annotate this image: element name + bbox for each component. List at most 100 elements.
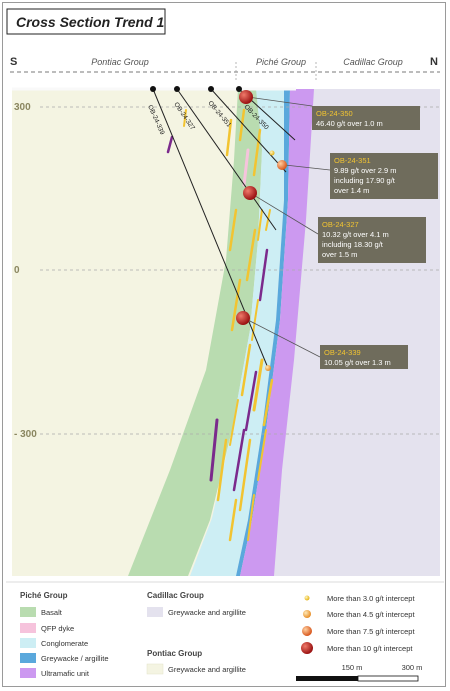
elevation-label-0: 0	[14, 265, 20, 276]
collars	[150, 86, 242, 92]
elevation-label-minus300: - 300	[14, 429, 37, 440]
mineral-streak	[228, 208, 238, 252]
legend-swatch-ultramafic	[20, 668, 36, 678]
mineral-streak	[265, 209, 271, 231]
mineral-streak	[257, 209, 263, 241]
legend-pontiac-title: Pontiac Group	[147, 649, 202, 658]
elevation-grid: 300 0 - 300	[14, 102, 440, 440]
leader-ob-24-339	[245, 318, 321, 358]
legend-intercept-10	[301, 642, 313, 654]
legend-label-intercept-10: More than 10 g/t intercept	[327, 644, 413, 653]
figure-frame	[2, 2, 446, 687]
compass-north: N	[430, 56, 438, 68]
elevation-label-300: 300	[14, 102, 31, 113]
collar-ob-24-350	[236, 86, 242, 92]
mineral-streak	[183, 109, 187, 127]
legend-label-conglomerate: Conglomerate	[41, 639, 88, 648]
legend-intercept-3	[304, 595, 310, 601]
mineral-streak	[238, 108, 246, 142]
leader-ob-24-327	[251, 193, 319, 235]
header-pontiac: Pontiac Group	[91, 57, 149, 67]
dyke-streak	[166, 135, 174, 154]
intercept-ob-24-351	[277, 160, 287, 170]
mineral-streak	[238, 438, 252, 512]
mineral-streak	[252, 358, 264, 412]
mineral-streak	[257, 429, 267, 481]
legend-intercept-7-5	[302, 626, 312, 636]
callout-line: over 1.5 m	[322, 250, 357, 259]
intercepts	[236, 90, 287, 371]
dyke-streak	[258, 248, 269, 302]
mineral-streak	[228, 498, 238, 542]
drillhole-trace-ob-24-351	[210, 88, 287, 173]
scale-label-150: 150 m	[342, 663, 363, 672]
cadillac-greywacke-region	[263, 89, 440, 576]
intercept-minor	[265, 365, 271, 371]
legend-swatch-pontiac	[146, 663, 164, 675]
scale-label-300: 300 m	[402, 663, 423, 672]
callout-line: 46.40 g/t over 1.0 m	[316, 119, 383, 128]
callout-line: 9.89 g/t over 2.9 m	[334, 166, 397, 175]
greywacke-argillite-unit	[236, 89, 290, 576]
header-cadillac: Cadillac Group	[343, 57, 403, 67]
legend-swatch-cadillac	[147, 607, 163, 617]
legend-cadillac-title: Cadillac Group	[147, 591, 204, 600]
qfp-dyke-streak	[242, 148, 250, 187]
legend-label-intercept-7-5: More than 7.5 g/t intercept	[327, 627, 415, 636]
callout-box	[330, 153, 438, 199]
callout-hole: OB-24-350	[316, 109, 353, 118]
legend-label-pontiac: Greywacke and argillite	[168, 665, 246, 674]
dyke-streak	[209, 418, 219, 482]
legend-label-intercept-3: More than 3.0 g/t intercept	[327, 594, 415, 603]
title-box	[6, 8, 166, 35]
intercept-ob-24-350	[239, 90, 253, 104]
legend-label-basalt: Basalt	[41, 608, 63, 617]
leader-ob-24-351	[284, 164, 331, 171]
callout-line: 10.05 g/t over 1.3 m	[324, 358, 391, 367]
legend-swatch-basalt	[20, 607, 36, 617]
callout-ob-24-351: OB-24-351 9.89 g/t over 2.9 m including …	[330, 153, 438, 199]
callout-box	[318, 217, 426, 263]
collar-ob-24-351	[208, 86, 214, 92]
ultramafic-unit	[240, 89, 314, 576]
callout-ob-24-327: OB-24-327 10.32 g/t over 4.1 m including…	[318, 217, 426, 263]
legend-swatch-greywacke-argillite	[20, 653, 36, 663]
callout-line: over 1.4 m	[334, 186, 369, 195]
legend-piche-title: Piché Group	[20, 591, 68, 600]
callout-hole: OB-24-339	[324, 348, 361, 357]
mineral-streak	[216, 438, 228, 502]
mineralized-zones	[166, 108, 274, 542]
scale-bar-light	[357, 675, 419, 682]
mineral-streak	[225, 118, 233, 157]
leader-ob-24-350	[247, 96, 313, 107]
dyke-streak	[232, 428, 246, 492]
collar-ob-24-339	[150, 86, 156, 92]
intercept-ob-24-339	[236, 311, 250, 325]
callout-leaders	[245, 96, 331, 358]
legend-label-intercept-4-5: More than 4.5 g/t intercept	[327, 610, 415, 619]
callout-box	[320, 345, 408, 369]
basalt-unit	[128, 89, 262, 576]
mineral-streak	[230, 278, 242, 332]
mineral-streak	[252, 128, 262, 177]
callout-hole: OB-24-327	[322, 220, 359, 229]
intercept-minor	[269, 150, 275, 156]
mineral-streak	[240, 343, 252, 397]
mineral-streak	[229, 399, 239, 446]
legend-swatch-conglomerate	[20, 638, 36, 648]
callout-line: including 17.90 g/t	[334, 176, 396, 185]
drillhole-trace-ob-24-327	[176, 88, 277, 231]
scale-bar-dark	[296, 676, 358, 681]
mineral-streak	[247, 494, 255, 541]
title: Cross Section Trend 1	[16, 14, 165, 30]
legend-label-qfp-dyke: QFP dyke	[41, 624, 74, 633]
header-piche: Piché Group	[256, 57, 306, 67]
legend-swatch-qfp-dyke	[20, 623, 36, 633]
callout-line: 10.32 g/t over 4.1 m	[322, 230, 389, 239]
intercept-ob-24-327	[243, 186, 257, 200]
callout-ob-24-339: OB-24-339 10.05 g/t over 1.3 m	[320, 345, 408, 369]
mineral-streak	[251, 299, 259, 341]
callout-hole: OB-24-351	[334, 156, 371, 165]
mineral-streak	[262, 378, 274, 427]
